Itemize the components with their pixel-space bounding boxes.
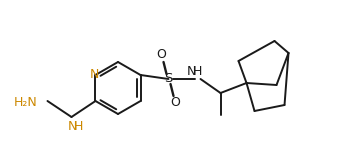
- Text: H₂N: H₂N: [14, 95, 37, 109]
- Text: N: N: [68, 120, 77, 133]
- Text: N: N: [90, 69, 99, 82]
- Text: N: N: [187, 66, 196, 79]
- Text: H: H: [193, 66, 202, 79]
- Text: O: O: [157, 48, 166, 61]
- Text: H: H: [74, 120, 83, 133]
- Text: S: S: [164, 72, 173, 85]
- Text: O: O: [171, 96, 180, 109]
